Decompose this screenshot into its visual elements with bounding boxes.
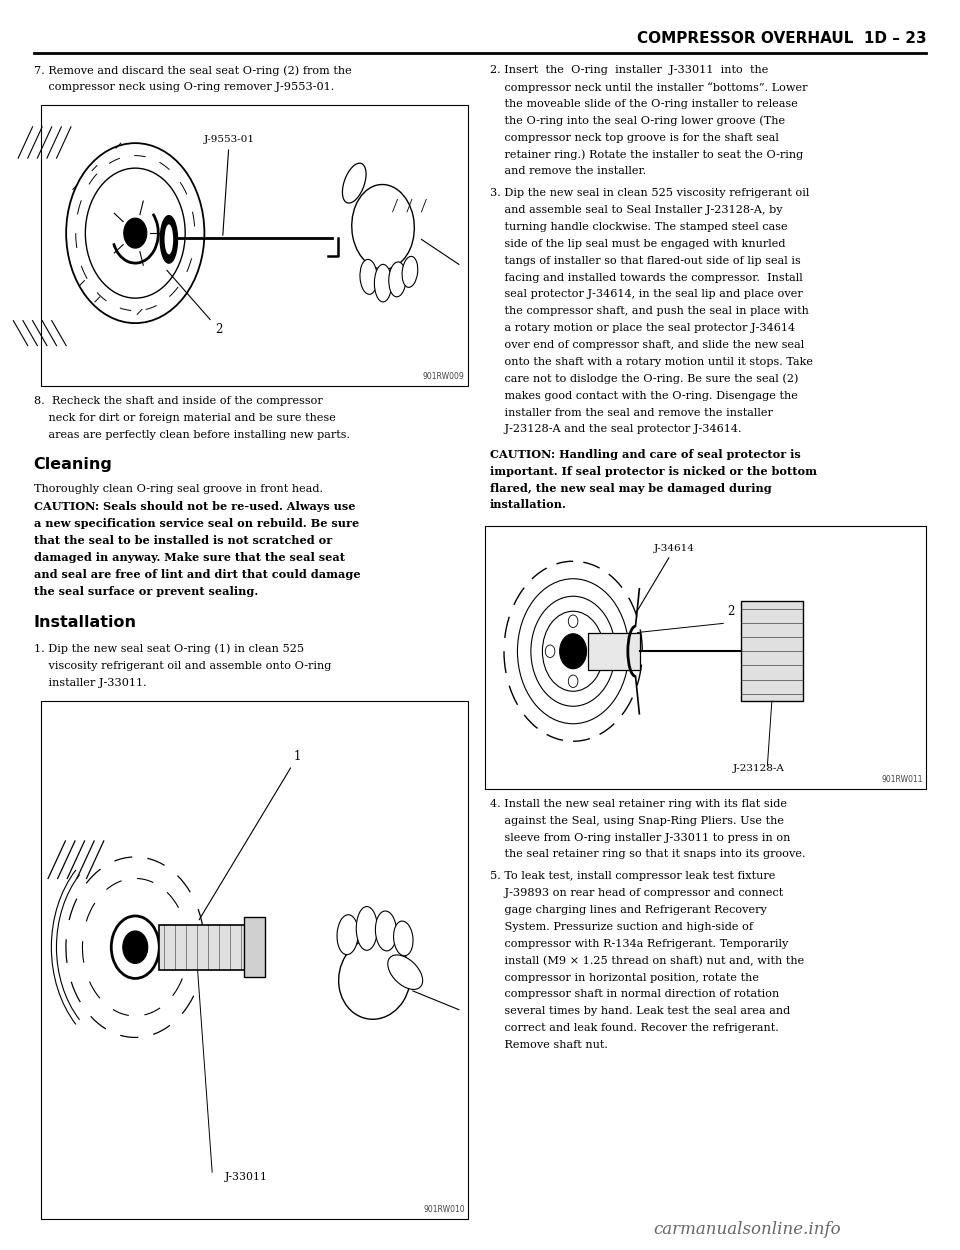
Ellipse shape [356, 906, 377, 950]
Text: J-23128-A: J-23128-A [732, 764, 784, 772]
Text: and remove the installer.: and remove the installer. [490, 166, 646, 176]
FancyBboxPatch shape [244, 918, 265, 978]
Text: facing and installed towards the compressor.  Install: facing and installed towards the compres… [490, 272, 803, 282]
Text: compressor shaft in normal direction of rotation: compressor shaft in normal direction of … [490, 990, 779, 1000]
Text: side of the lip seal must be engaged with knurled: side of the lip seal must be engaged wit… [490, 239, 785, 249]
Text: compressor with R-134a Refrigerant. Temporarily: compressor with R-134a Refrigerant. Temp… [490, 939, 788, 949]
Text: tangs of installer so that flared-out side of lip seal is: tangs of installer so that flared-out si… [490, 256, 801, 266]
Text: Remove shaft nut.: Remove shaft nut. [490, 1040, 608, 1050]
Ellipse shape [374, 264, 392, 301]
Text: J-33011: J-33011 [225, 1172, 268, 1182]
Text: Thoroughly clean O-ring seal groove in front head.: Thoroughly clean O-ring seal groove in f… [34, 485, 323, 495]
Text: installer J-33011.: installer J-33011. [34, 678, 146, 688]
Text: 7. Remove and discard the seal seat O-ring (2) from the: 7. Remove and discard the seal seat O-ri… [34, 65, 351, 75]
Ellipse shape [337, 915, 358, 955]
Text: installation.: installation. [490, 500, 566, 510]
Text: that the seal to be installed is not scratched or: that the seal to be installed is not scr… [34, 535, 332, 546]
FancyBboxPatch shape [41, 105, 468, 386]
Ellipse shape [388, 955, 422, 990]
Text: the moveable slide of the O-ring installer to release: the moveable slide of the O-ring install… [490, 99, 798, 109]
FancyBboxPatch shape [41, 700, 468, 1219]
Ellipse shape [375, 911, 396, 951]
Text: CAUTION: Handling and care of seal protector is: CAUTION: Handling and care of seal prote… [490, 449, 801, 460]
Text: gage charging lines and Refrigerant Recovery: gage charging lines and Refrigerant Reco… [490, 905, 766, 915]
Text: 901RW011: 901RW011 [881, 775, 923, 784]
Text: J-23128-A and the seal protector J-34614.: J-23128-A and the seal protector J-34614… [490, 425, 741, 435]
Text: care not to dislodge the O-ring. Be sure the seal (2): care not to dislodge the O-ring. Be sure… [490, 374, 798, 384]
Text: the seal surface or prevent sealing.: the seal surface or prevent sealing. [34, 585, 258, 596]
Text: System. Pressurize suction and high-side of: System. Pressurize suction and high-side… [490, 922, 753, 932]
Ellipse shape [360, 260, 377, 294]
Text: Cleaning: Cleaning [34, 458, 112, 472]
Text: 3. Dip the new seal in clean 525 viscosity refrigerant oil: 3. Dip the new seal in clean 525 viscosi… [490, 188, 809, 198]
Text: Installation: Installation [34, 615, 136, 630]
Text: turning handle clockwise. The stamped steel case: turning handle clockwise. The stamped st… [490, 222, 787, 232]
Text: COMPRESSOR OVERHAUL  1D – 23: COMPRESSOR OVERHAUL 1D – 23 [636, 31, 926, 46]
Circle shape [124, 217, 147, 248]
Circle shape [123, 931, 148, 964]
Ellipse shape [389, 262, 406, 296]
FancyBboxPatch shape [588, 632, 640, 670]
Ellipse shape [402, 256, 418, 288]
Ellipse shape [394, 921, 413, 956]
Text: installer from the seal and remove the installer: installer from the seal and remove the i… [490, 408, 773, 418]
FancyBboxPatch shape [485, 526, 926, 789]
FancyBboxPatch shape [159, 925, 246, 970]
Text: 2. Insert  the  O-ring  installer  J-33011  into  the: 2. Insert the O-ring installer J-33011 i… [490, 65, 768, 75]
Text: 5. To leak test, install compressor leak test fixture: 5. To leak test, install compressor leak… [490, 871, 775, 881]
Text: 901RW010: 901RW010 [423, 1205, 465, 1214]
Text: 2: 2 [167, 270, 222, 336]
Text: a new specification service seal on rebuild. Be sure: a new specification service seal on rebu… [34, 518, 359, 529]
Ellipse shape [339, 938, 410, 1019]
Text: seal protector J-34614, in the seal lip and place over: seal protector J-34614, in the seal lip … [490, 289, 803, 299]
Text: neck for dirt or foreign material and be sure these: neck for dirt or foreign material and be… [34, 412, 335, 422]
Text: and assemble seal to Seal Installer J-23128-A, by: and assemble seal to Seal Installer J-23… [490, 205, 782, 215]
Text: 4. Install the new seal retainer ring with its flat side: 4. Install the new seal retainer ring wi… [490, 799, 786, 809]
Text: correct and leak found. Recover the refrigerant.: correct and leak found. Recover the refr… [490, 1024, 779, 1034]
Text: a rotary motion or place the seal protector J-34614: a rotary motion or place the seal protec… [490, 324, 795, 334]
Text: 1: 1 [199, 750, 301, 920]
Text: carmanualsonline.info: carmanualsonline.info [653, 1220, 840, 1238]
Text: compressor neck using O-ring remover J-9553-01.: compressor neck using O-ring remover J-9… [34, 82, 334, 92]
Text: compressor in horizontal position, rotate the: compressor in horizontal position, rotat… [490, 972, 758, 982]
Text: damaged in anyway. Make sure that the seal seat: damaged in anyway. Make sure that the se… [34, 552, 345, 562]
Text: install (M9 × 1.25 thread on shaft) nut and, with the: install (M9 × 1.25 thread on shaft) nut … [490, 956, 804, 966]
Text: the O-ring into the seal O-ring lower groove (The: the O-ring into the seal O-ring lower gr… [490, 115, 784, 126]
Ellipse shape [343, 164, 366, 202]
Text: J-39893 on rear head of compressor and connect: J-39893 on rear head of compressor and c… [490, 889, 782, 899]
Text: over end of compressor shaft, and slide the new seal: over end of compressor shaft, and slide … [490, 340, 804, 350]
Text: flared, the new seal may be damaged during: flared, the new seal may be damaged duri… [490, 482, 771, 494]
Text: against the Seal, using Snap-Ring Pliers. Use the: against the Seal, using Snap-Ring Pliers… [490, 816, 783, 826]
FancyBboxPatch shape [741, 601, 803, 701]
Text: important. If seal protector is nicked or the bottom: important. If seal protector is nicked o… [490, 466, 817, 476]
Ellipse shape [164, 225, 173, 255]
Text: J-9553-01: J-9553-01 [204, 135, 254, 235]
Text: compressor neck until the installer “bottoms”. Lower: compressor neck until the installer “bot… [490, 82, 807, 92]
Text: the seal retainer ring so that it snaps into its groove.: the seal retainer ring so that it snaps … [490, 850, 805, 860]
Text: areas are perfectly clean before installing new parts.: areas are perfectly clean before install… [34, 430, 349, 440]
Text: viscosity refrigerant oil and assemble onto O-ring: viscosity refrigerant oil and assemble o… [34, 660, 331, 670]
Text: J-34614: J-34614 [636, 544, 695, 611]
Ellipse shape [160, 215, 178, 262]
Text: 1. Dip the new seal seat O-ring (1) in clean 525: 1. Dip the new seal seat O-ring (1) in c… [34, 644, 303, 654]
Text: 2: 2 [728, 605, 735, 619]
Text: CAUTION: Seals should not be re-used. Always use: CAUTION: Seals should not be re-used. Al… [34, 501, 355, 512]
Text: 8.  Recheck the shaft and inside of the compressor: 8. Recheck the shaft and inside of the c… [34, 396, 323, 406]
Circle shape [560, 634, 587, 669]
Text: the compressor shaft, and push the seal in place with: the compressor shaft, and push the seal … [490, 306, 808, 316]
Text: retainer ring.) Rotate the installer to seat the O-ring: retainer ring.) Rotate the installer to … [490, 149, 803, 160]
Text: compressor neck top groove is for the shaft seal: compressor neck top groove is for the sh… [490, 132, 779, 142]
Text: onto the shaft with a rotary motion until it stops. Take: onto the shaft with a rotary motion unti… [490, 357, 812, 367]
Text: 901RW009: 901RW009 [423, 372, 465, 381]
Text: and seal are free of lint and dirt that could damage: and seal are free of lint and dirt that … [34, 569, 360, 580]
Text: several times by hand. Leak test the seal area and: several times by hand. Leak test the sea… [490, 1006, 790, 1016]
Text: sleeve from O-ring installer J-33011 to press in on: sleeve from O-ring installer J-33011 to … [490, 832, 790, 842]
Ellipse shape [351, 185, 415, 269]
Text: makes good contact with the O-ring. Disengage the: makes good contact with the O-ring. Dise… [490, 391, 798, 400]
